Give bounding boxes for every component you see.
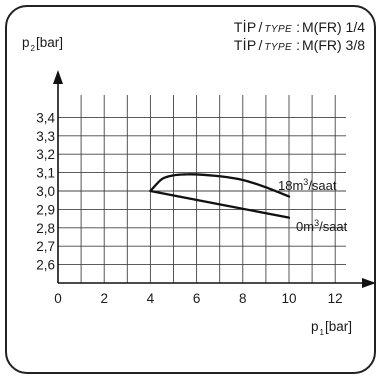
x-axis-label: p1[bar] bbox=[311, 319, 352, 337]
x-axis-arrow bbox=[362, 278, 376, 288]
x-tick-label: 12 bbox=[328, 291, 343, 306]
y-tick-label: 2,8 bbox=[36, 221, 55, 236]
y-tick-label: 2,6 bbox=[36, 258, 55, 273]
chart-frame bbox=[5, 5, 376, 374]
colon: : bbox=[296, 37, 300, 53]
tip-label: TİP bbox=[233, 19, 257, 35]
type-line-1: TİP / TYPE: M(FR) 1/4 bbox=[234, 19, 365, 35]
x-tick-label: 0 bbox=[54, 291, 62, 306]
type-line-2: TİP / TYPE: M(FR) 3/8 bbox=[234, 37, 365, 53]
x-tick-label: 10 bbox=[281, 291, 296, 306]
type-value: M(FR) 1/4 bbox=[302, 19, 365, 35]
y-axis-label: p2[bar] bbox=[22, 35, 63, 53]
y-tick-label: 3,2 bbox=[36, 147, 55, 162]
y-tick-label: 2,9 bbox=[36, 202, 55, 217]
y-tick-label: 3,3 bbox=[36, 129, 55, 144]
curve-label: 0m3/saat bbox=[296, 218, 348, 234]
y-tick-label: 3,4 bbox=[36, 110, 55, 125]
x-tick-label: 2 bbox=[100, 291, 108, 306]
x-tick-label: 8 bbox=[239, 291, 247, 306]
type-value: M(FR) 3/8 bbox=[302, 37, 365, 53]
type-label: TYPE bbox=[264, 42, 293, 53]
y-tick-label: 2,7 bbox=[36, 239, 55, 254]
curve-18m3-saat bbox=[149, 173, 291, 198]
x-tick-label: 4 bbox=[147, 291, 155, 306]
y-axis-arrow bbox=[53, 70, 63, 84]
x-tick-label: 6 bbox=[193, 291, 201, 306]
tip-label: TİP bbox=[233, 37, 257, 53]
type-label: TYPE bbox=[264, 24, 293, 35]
curve-label: 18m3/saat bbox=[278, 177, 337, 193]
y-tick-label: 3,0 bbox=[36, 184, 55, 199]
curve-0m3-saat bbox=[149, 189, 291, 219]
separator: / bbox=[258, 37, 263, 53]
colon: : bbox=[296, 19, 300, 35]
separator: / bbox=[258, 19, 263, 35]
y-tick-label: 3,1 bbox=[36, 166, 55, 181]
